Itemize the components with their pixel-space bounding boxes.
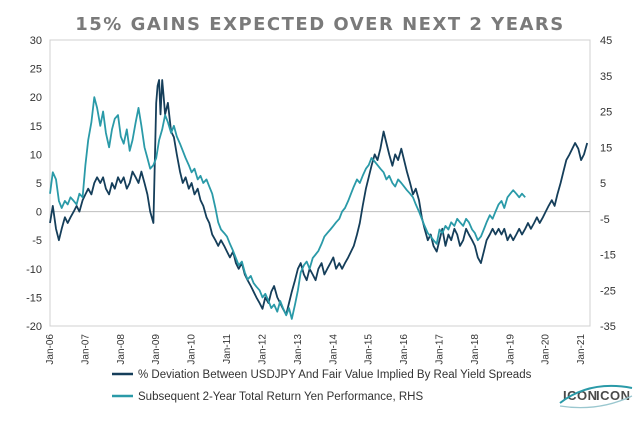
y-left-tick-label: 25 xyxy=(30,64,42,76)
y-right-tick-label: 45 xyxy=(600,35,612,47)
y-right-tick-label: 15 xyxy=(600,142,612,154)
logo-text-right: ICON xyxy=(596,388,631,403)
x-tick-label: Jan-11 xyxy=(222,334,233,364)
y-right-tick-label: 25 xyxy=(600,107,612,119)
x-tick-label: Jan-08 xyxy=(116,334,127,365)
logo-swoosh-icon xyxy=(559,384,633,404)
y-left-tick-label: -5 xyxy=(32,235,42,247)
y-left-tick-label: 20 xyxy=(30,92,42,104)
logo-swoosh-lower-icon xyxy=(559,395,633,409)
y-right-tick-label: -25 xyxy=(600,285,616,297)
x-tick-label: Jan-06 xyxy=(45,334,56,365)
x-tick-label: Jan-20 xyxy=(541,334,552,365)
series-line-deviation xyxy=(49,79,589,316)
x-tick-label: Jan-17 xyxy=(435,334,446,365)
y-left-tick-label: -20 xyxy=(26,321,42,333)
x-tick-label: Jan-18 xyxy=(470,334,481,365)
series-lines xyxy=(49,79,589,320)
y-right-tick-label: 5 xyxy=(600,178,606,190)
logo-text-left: ICON xyxy=(563,388,598,403)
legend-label-deviation: % Deviation Between USDJPY And Fair Valu… xyxy=(138,369,532,381)
y-left-tick-label: 5 xyxy=(36,178,42,190)
x-tick-label: Jan-21 xyxy=(576,334,587,365)
series-line-yen-performance xyxy=(49,96,526,320)
y-left-tick-label: -10 xyxy=(26,264,42,276)
x-tick-label: Jan-12 xyxy=(257,334,268,365)
x-tick-label: Jan-14 xyxy=(328,334,339,365)
x-tick-label: Jan-07 xyxy=(80,334,91,365)
x-tick-label: Jan-13 xyxy=(293,334,304,365)
plot-frame xyxy=(49,39,591,327)
y-left-tick-label: 10 xyxy=(30,149,42,161)
axes: -20 -15 -10 -5 0 5 10 15 20 25 30 -35 -25 -15 -5 5 15 25 3… xyxy=(26,35,616,365)
x-tick-label: Jan-19 xyxy=(505,334,516,365)
x-tick-label: Jan-10 xyxy=(187,334,198,365)
x-tick-label: Jan-09 xyxy=(151,334,162,365)
legend-label-yen: Subsequent 2-Year Total Return Yen Perfo… xyxy=(138,391,423,403)
y-left-tick-label: 0 xyxy=(36,207,42,219)
y-left-tick-label: -15 xyxy=(26,292,42,304)
x-tick-label: Jan-15 xyxy=(364,334,375,365)
icon-logo: ICON ICON xyxy=(559,384,633,409)
y-right-tick-label: -5 xyxy=(600,214,610,226)
y-right-tick-label: -35 xyxy=(600,321,616,333)
y-right-tick-label: 35 xyxy=(600,71,612,83)
chart-title: 15% GAINS EXPECTED OVER NEXT 2 YEARS xyxy=(75,14,565,35)
legend: % Deviation Between USDJPY And Fair Valu… xyxy=(112,369,532,403)
y-left-tick-label: 15 xyxy=(30,121,42,133)
y-left-tick-label: 30 xyxy=(30,35,42,47)
y-right-tick-label: -15 xyxy=(600,250,616,262)
x-tick-label: Jan-16 xyxy=(399,334,410,365)
